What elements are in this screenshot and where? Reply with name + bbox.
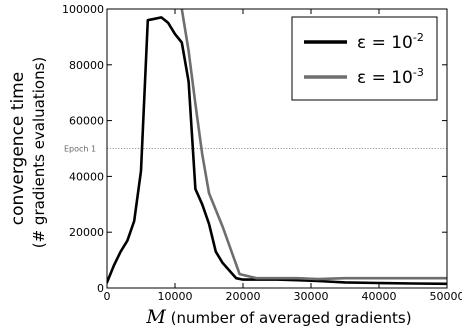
plot-area: Epoch 1 0 10000 20000 30000 40000 50000 0 20000 4… — [8, 3, 462, 328]
y-tick-label: 0 — [97, 282, 104, 295]
x-axis-label: M (number of averaged gradients) — [145, 306, 411, 328]
y-tick-label: 60000 — [69, 115, 104, 128]
x-tick-label: 50000 — [430, 290, 462, 303]
legend-label-exponent: -2 — [413, 31, 424, 44]
x-tick-label: 40000 — [362, 290, 397, 303]
x-axis-symbol: M — [145, 306, 166, 328]
y-tick-label: 20000 — [69, 226, 104, 239]
legend-label-1: ε = 10-2 — [357, 31, 424, 53]
y-tick-label: 80000 — [69, 59, 104, 72]
legend-label-exponent: -3 — [413, 66, 424, 79]
x-tick-label: 10000 — [158, 290, 193, 303]
legend-label-base: ε = 10 — [357, 68, 413, 88]
y-axis-label-line1: convergence time — [8, 72, 28, 225]
y-tick-label: 100000 — [62, 3, 104, 16]
x-axis-text: (number of averaged gradients) — [166, 309, 412, 327]
axes-frame — [106, 8, 448, 289]
epoch-label: Epoch 1 — [64, 145, 96, 154]
x-tick-label: 30000 — [294, 290, 329, 303]
y-axis-label-line2: (# gradients evaluations) — [30, 57, 48, 249]
x-tick-label: 20000 — [226, 290, 261, 303]
legend: ε = 10-2ε = 10-3 — [291, 16, 438, 101]
y-tick-label: 40000 — [69, 170, 104, 183]
legend-label-2: ε = 10-3 — [357, 66, 424, 88]
legend-box — [291, 16, 438, 101]
series-line-2 — [180, 9, 447, 281]
x-tick-label: 0 — [104, 290, 111, 303]
legend-label-base: ε = 10 — [357, 33, 413, 53]
series-line-1 — [107, 16, 447, 286]
series-group — [107, 9, 447, 286]
